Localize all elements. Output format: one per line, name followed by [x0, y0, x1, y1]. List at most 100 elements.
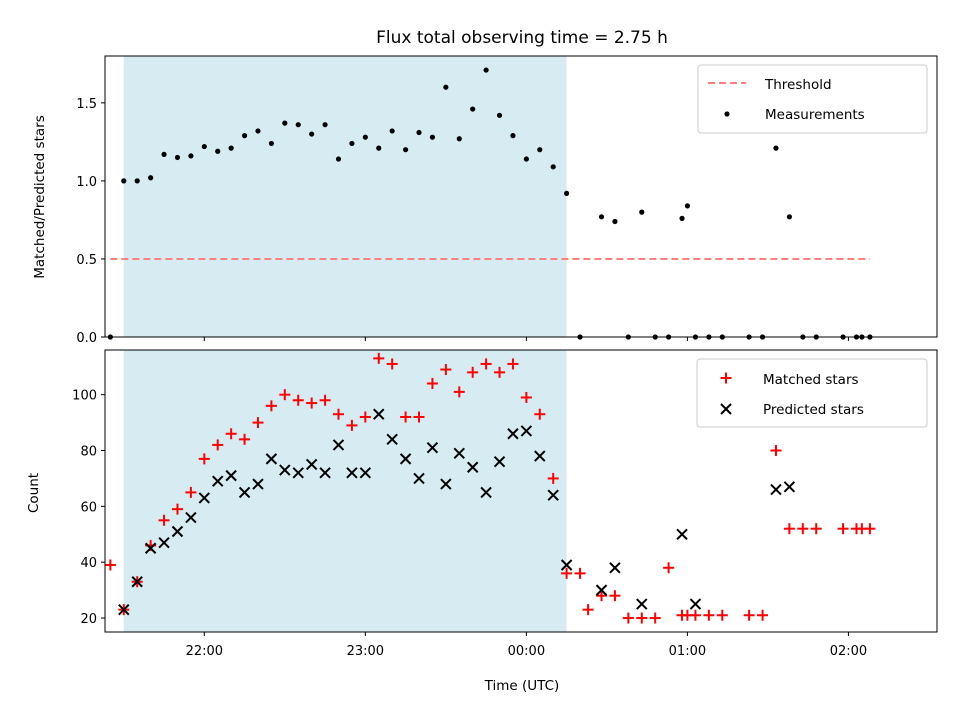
measurement-points — [107, 67, 873, 340]
measurement-point — [201, 143, 207, 150]
x-tick-label: 22:00 — [186, 644, 223, 659]
legend-measurements-label: Measurements — [765, 107, 865, 123]
y-tick-label: 80 — [80, 445, 97, 460]
legend-x-marker — [720, 403, 732, 415]
matched-star-point — [757, 609, 769, 621]
measurement-point — [161, 151, 167, 157]
legend-matched-swatch — [720, 372, 732, 384]
predicted-star-point — [560, 559, 573, 571]
top-legend-box — [697, 64, 928, 134]
measurement-point — [349, 140, 355, 147]
bottom-observing-window — [123, 350, 567, 632]
predicted-star-point — [158, 536, 170, 549]
predicted-star-point — [212, 475, 224, 487]
legend-predicted-label: Predicted stars — [763, 402, 864, 418]
measurement-point — [188, 153, 194, 159]
legend-threshold-label: Threshold — [764, 77, 832, 93]
matched-star-point — [319, 394, 331, 406]
measurement-point — [523, 156, 529, 162]
measurement-point — [456, 136, 462, 142]
legend-plus-marker — [720, 372, 732, 384]
matched-star-point — [359, 411, 371, 423]
x-tick-label: 01:00 — [669, 644, 706, 659]
matched-star-point — [426, 378, 438, 390]
measurement-point — [537, 147, 543, 153]
matched-star-point — [622, 612, 634, 624]
bottom-y-axis-label: Count — [26, 473, 42, 513]
predicted-star-point — [279, 464, 291, 476]
predicted-star-point — [118, 603, 130, 616]
predicted-star-point — [413, 472, 425, 485]
measurement-point — [268, 140, 274, 147]
matched-star-point — [810, 523, 822, 535]
predicted-star-point — [292, 467, 304, 479]
measurement-point — [510, 133, 516, 139]
matched-star-point — [864, 523, 876, 535]
measurement-point — [389, 128, 395, 134]
y-tick-label: 60 — [80, 500, 97, 515]
measurement-point — [148, 175, 154, 181]
predicted-star-point — [144, 542, 157, 554]
matched-star-point — [279, 389, 291, 401]
predicted-star-point — [676, 528, 688, 540]
matched-star-point — [198, 453, 210, 465]
matched-star-point — [185, 486, 197, 498]
x-tick-label: 23:00 — [347, 644, 384, 659]
matched-star-point — [636, 612, 648, 624]
predicted-star-point — [770, 483, 782, 496]
predicted-star-point — [319, 467, 331, 479]
predicted-star-point — [547, 489, 559, 501]
bottom-x-ticks: 22:00 23:00 00:00 01:00 02:00 — [186, 632, 867, 659]
measurement-point — [282, 120, 288, 126]
matched-star-point — [649, 612, 661, 624]
measurement-point — [598, 214, 605, 220]
predicted-star-point — [507, 428, 519, 440]
y-tick-label: 100 — [72, 389, 97, 404]
bottom-y-ticks: 20 40 60 80 100 — [72, 389, 105, 627]
matched-stars-points — [104, 352, 876, 624]
predicted-star-point — [453, 447, 465, 460]
matched-star-point — [534, 408, 546, 420]
measurement-point — [255, 128, 261, 134]
matched-star-point — [104, 559, 116, 571]
y-tick-label: 40 — [80, 556, 97, 571]
matched-star-point — [547, 472, 559, 484]
matched-star-point — [252, 417, 264, 429]
top-x-ticks — [203, 337, 849, 341]
predicted-star-point — [131, 576, 143, 588]
matched-star-point — [373, 352, 385, 364]
matched-star-point — [386, 358, 398, 370]
x-tick-label: 00:00 — [508, 644, 545, 659]
top-y-ticks: 0.0 0.5 1.0 1.5 — [76, 97, 105, 346]
predicted-star-point — [440, 478, 452, 490]
matched-star-point — [346, 419, 358, 431]
matched-star-point — [225, 428, 237, 440]
matched-star-point — [507, 358, 519, 370]
top-axes-frame — [104, 55, 938, 338]
matched-star-point — [332, 408, 344, 420]
predicted-star-point — [305, 458, 318, 471]
x-axis-label: Time (UTC) — [484, 678, 560, 694]
matched-star-point — [171, 503, 183, 515]
measurement-point — [362, 134, 368, 140]
x-tick-label: 02:00 — [830, 644, 867, 659]
top-legend: Threshold Measurements — [697, 64, 928, 134]
measurement-point — [228, 145, 234, 151]
matched-star-point — [453, 386, 465, 398]
matched-star-point — [797, 523, 809, 535]
y-tick-label: 1.5 — [76, 97, 97, 112]
predicted-star-point — [609, 562, 621, 574]
chart-title: Flux total observing time = 2.75 h — [376, 28, 668, 48]
measurement-point — [684, 203, 691, 209]
matched-star-point — [783, 523, 795, 535]
measurement-point — [335, 156, 342, 162]
predicted-stars-points — [118, 408, 796, 616]
y-tick-label: 0.0 — [76, 331, 97, 346]
predicted-star-point — [480, 486, 492, 499]
predicted-star-point — [595, 584, 608, 596]
measurement-point — [121, 178, 127, 184]
y-tick-label: 20 — [80, 612, 97, 627]
matched-star-point — [467, 366, 479, 378]
measurement-point — [309, 131, 315, 137]
